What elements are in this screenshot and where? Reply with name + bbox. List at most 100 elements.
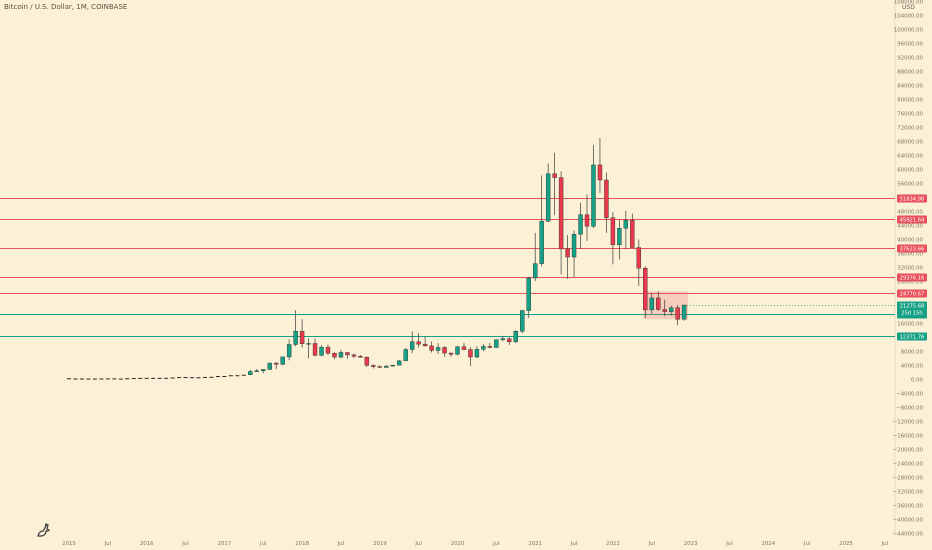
candle-body bbox=[416, 341, 421, 345]
candle-body bbox=[545, 173, 551, 222]
candle-body bbox=[513, 331, 518, 342]
candle-body bbox=[656, 297, 661, 310]
x-tick-label: Jul bbox=[725, 541, 733, 547]
candle-body bbox=[481, 346, 486, 350]
bar-countdown-label: 25d 15h bbox=[901, 311, 922, 317]
candle-body bbox=[261, 369, 266, 372]
x-tick-label: 2018 bbox=[295, 541, 309, 547]
candle-body bbox=[591, 164, 596, 227]
level-price-tag bbox=[897, 194, 927, 203]
candle-body bbox=[312, 343, 318, 356]
candle-body bbox=[565, 248, 570, 258]
candle-body bbox=[299, 331, 305, 345]
level-price-label: 24770.67 bbox=[900, 292, 925, 298]
y-tick-label: 104000.00 bbox=[894, 14, 924, 20]
candle-body bbox=[643, 268, 648, 311]
candle-body bbox=[397, 360, 402, 366]
candle-body bbox=[338, 352, 344, 358]
symbol-title: Bitcoin / U.S. Dollar, 1M, COINBASE bbox=[4, 3, 128, 11]
candle-body bbox=[474, 349, 480, 358]
candle-body bbox=[345, 352, 350, 356]
candle-body bbox=[649, 297, 654, 311]
candle-body bbox=[455, 346, 460, 355]
candle-body bbox=[274, 362, 279, 365]
x-tick-label: Jul bbox=[881, 541, 889, 547]
y-tick-label: −8000.00 bbox=[896, 406, 923, 412]
y-tick-label: 84000.00 bbox=[897, 84, 923, 90]
candle-body bbox=[371, 365, 376, 367]
candle-body bbox=[552, 173, 557, 178]
current-price-tag bbox=[897, 301, 927, 317]
candle-body bbox=[319, 346, 324, 356]
y-tick-label: −16000.00 bbox=[893, 434, 924, 440]
y-tick-label: 36000.00 bbox=[897, 252, 923, 258]
x-tick-label: Jul bbox=[803, 541, 811, 547]
y-tick-label: −44000.00 bbox=[893, 532, 924, 538]
y-tick-label: 28000.00 bbox=[897, 280, 923, 286]
y-tick-label: 0.00 bbox=[911, 378, 924, 384]
y-tick-label: −20000.00 bbox=[893, 448, 924, 454]
y-tick-label: 88000.00 bbox=[897, 70, 923, 76]
candle-body bbox=[468, 349, 473, 358]
y-tick-label: −24000.00 bbox=[893, 462, 924, 468]
candle-body bbox=[429, 345, 434, 351]
x-tick-label: Jul bbox=[181, 541, 189, 547]
level-price-tag bbox=[897, 215, 927, 224]
candle-body bbox=[610, 217, 616, 245]
candle-body bbox=[662, 309, 667, 312]
candle-body bbox=[675, 307, 680, 320]
current-price-label: 21275.68 bbox=[900, 304, 925, 310]
candle-body bbox=[351, 354, 357, 357]
y-tick-label: 16000.00 bbox=[897, 322, 923, 328]
x-tick-label: Jul bbox=[414, 541, 422, 547]
candle-body bbox=[409, 341, 415, 350]
y-tick-label: 108000.00 bbox=[894, 0, 924, 6]
level-price-tag bbox=[897, 273, 927, 282]
x-tick-label: Jul bbox=[570, 541, 578, 547]
x-tick-label: 2015 bbox=[62, 541, 76, 547]
candle-body bbox=[390, 364, 395, 367]
y-tick-label: 32000.00 bbox=[897, 266, 923, 272]
x-tick-label: Jul bbox=[492, 541, 500, 547]
candle-body bbox=[487, 346, 493, 348]
y-tick-label: −32000.00 bbox=[893, 490, 924, 496]
candle-body bbox=[681, 304, 687, 320]
candle-body bbox=[507, 338, 512, 342]
x-tick-label: Jul bbox=[647, 541, 655, 547]
candle-body bbox=[293, 331, 298, 345]
x-tick-label: 2020 bbox=[451, 541, 465, 547]
y-tick-label: 8000.00 bbox=[901, 350, 924, 356]
level-price-tag bbox=[897, 332, 927, 341]
x-tick-label: 2019 bbox=[373, 541, 387, 547]
candle-body bbox=[623, 220, 629, 229]
candle-body bbox=[286, 344, 292, 358]
candle-body bbox=[630, 220, 635, 248]
candle-body bbox=[500, 338, 506, 340]
y-tick-label: −4000.00 bbox=[896, 392, 923, 398]
level-price-label: 37623.66 bbox=[900, 247, 925, 253]
candle-body bbox=[403, 349, 408, 362]
candle-body bbox=[422, 343, 428, 347]
candle-body bbox=[539, 221, 544, 264]
candle-body bbox=[267, 362, 272, 370]
y-tick-label: 40000.00 bbox=[897, 238, 923, 244]
candle-body bbox=[461, 346, 467, 350]
y-tick-label: 68000.00 bbox=[897, 140, 923, 146]
candle-body bbox=[571, 234, 577, 258]
y-tick-label: 76000.00 bbox=[897, 112, 923, 118]
x-tick-label: 2024 bbox=[761, 541, 775, 547]
y-tick-label: 48000.00 bbox=[897, 210, 923, 216]
x-tick-label: 2022 bbox=[606, 541, 620, 547]
y-tick-label: 92000.00 bbox=[897, 56, 923, 62]
candle-body bbox=[558, 177, 564, 250]
candle-body bbox=[526, 277, 531, 311]
candle-body bbox=[325, 346, 331, 354]
y-tick-label: 96000.00 bbox=[897, 42, 923, 48]
candle-body bbox=[332, 353, 337, 358]
y-tick-label: 72000.00 bbox=[897, 126, 923, 132]
x-tick-label: 2017 bbox=[218, 541, 232, 547]
x-tick-label: 2021 bbox=[528, 541, 542, 547]
candle-body bbox=[597, 164, 603, 181]
x-tick-label: 2025 bbox=[839, 541, 853, 547]
